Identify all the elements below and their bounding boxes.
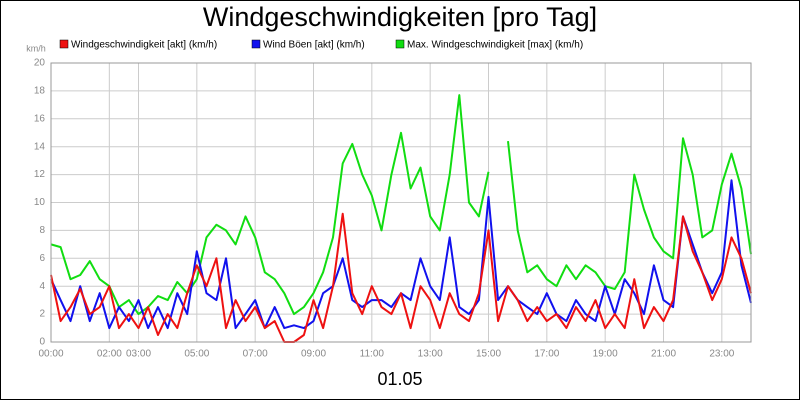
legend-swatch: [251, 39, 261, 49]
y-tick-label: 20: [34, 58, 46, 69]
x-tick-label: 11:00: [360, 349, 385, 360]
x-tick-label: 19:00: [593, 349, 618, 360]
y-tick-label: 0: [39, 337, 45, 348]
y-tick-label: 14: [34, 141, 46, 152]
x-tick-label: 00:00: [38, 349, 63, 360]
plot-border: [50, 62, 752, 343]
x-tick-label: 09:00: [301, 349, 326, 360]
x-tick-label: 02:00: [97, 349, 122, 360]
chart-title: Windgeschwindigkeiten [pro Tag]: [203, 2, 597, 32]
x-tick-label: 13:00: [418, 349, 443, 360]
legend-label: Max. Windgeschwindigkeit [max] (km/h): [407, 40, 583, 51]
x-tick-label: 21:00: [651, 349, 676, 360]
legend-swatch: [59, 39, 69, 49]
x-tick-label: 05:00: [184, 349, 209, 360]
y-tick-label: 10: [34, 197, 46, 208]
x-tick-label: 07:00: [243, 349, 268, 360]
x-tick-label: 03:00: [126, 349, 151, 360]
y-tick-label: 16: [34, 113, 46, 124]
x-tick-label: 23:00: [709, 349, 734, 360]
x-tick-label: 17:00: [534, 349, 559, 360]
series-line: [50, 94, 752, 316]
y-tick-label: 2: [39, 309, 45, 320]
y-tick-label: 18: [34, 86, 46, 97]
y-tick-label: 6: [39, 253, 45, 264]
y-unit: km/h: [26, 43, 46, 53]
legend-label: Windgeschwindigkeit [akt] (km/h): [71, 40, 217, 51]
x-tick-label: 15:00: [476, 349, 501, 360]
legend-swatch: [395, 39, 405, 49]
y-tick-label: 12: [34, 169, 46, 180]
y-tick-label: 4: [39, 281, 45, 292]
legend: Windgeschwindigkeit [akt] (km/h) Wind Böe…: [59, 39, 583, 51]
series-line: [50, 212, 752, 343]
y-tick-label: 8: [39, 225, 45, 236]
legend-label: Wind Böen [akt] (km/h): [263, 40, 365, 51]
x-axis-label: 01.05: [377, 369, 422, 389]
